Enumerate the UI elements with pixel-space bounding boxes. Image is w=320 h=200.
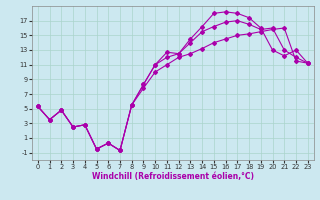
X-axis label: Windchill (Refroidissement éolien,°C): Windchill (Refroidissement éolien,°C) (92, 172, 254, 181)
